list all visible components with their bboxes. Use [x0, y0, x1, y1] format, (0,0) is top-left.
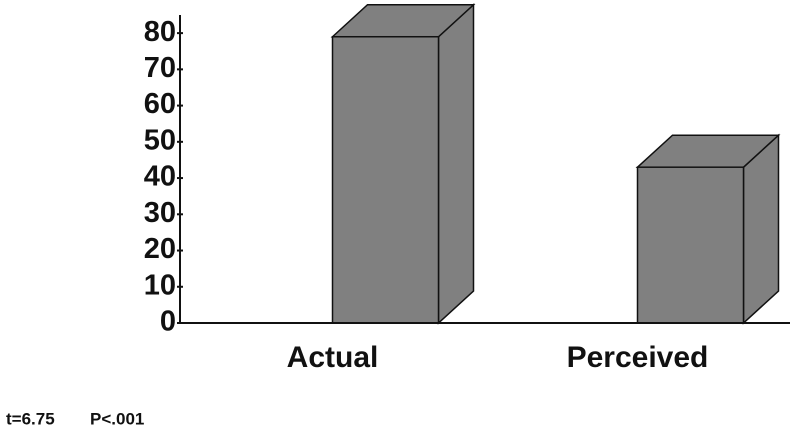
x-tick-label: Actual — [287, 341, 379, 374]
x-tick-label: Perceived — [567, 341, 709, 374]
annotation: t=6.75 — [6, 409, 55, 428]
y-tick-label: 30 — [144, 197, 176, 229]
y-tick-label: 50 — [144, 124, 176, 156]
y-tick-label: 0 — [160, 306, 176, 338]
bar — [331, 35, 440, 324]
y-tick-label: 80 — [144, 16, 176, 48]
y-tick-label: 70 — [144, 52, 176, 84]
y-tick-label: 60 — [144, 88, 176, 120]
y-tick-label: 20 — [144, 233, 176, 265]
bar-side — [437, 3, 475, 325]
y-tick-label: 10 — [144, 269, 176, 301]
y-tick-label: 40 — [144, 161, 176, 193]
bar — [636, 166, 745, 324]
annotation: P<.001 — [90, 409, 144, 428]
